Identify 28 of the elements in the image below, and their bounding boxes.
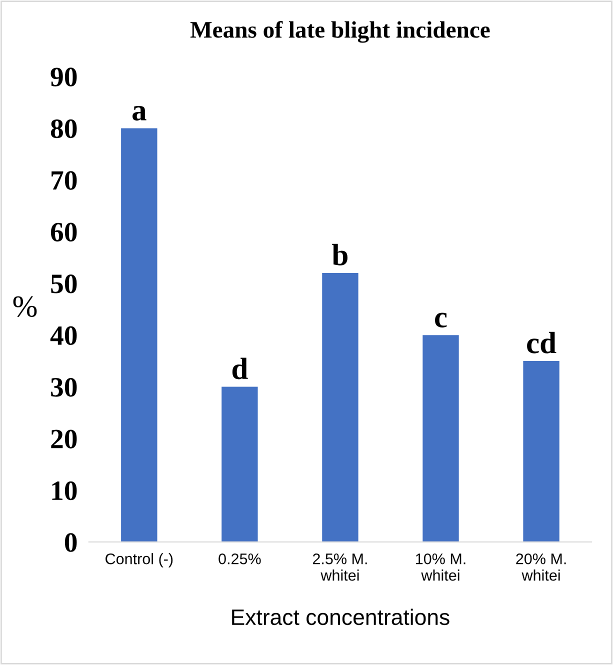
x-axis-title: Extract concentrations [232,608,450,626]
bar [222,386,258,542]
y-tick-label: 70 [52,171,77,190]
y-tick-label: 10 [52,481,77,500]
y-tick-label: 90 [50,68,77,86]
y-tick-label: 50 [51,274,77,294]
x-tick-label: 0.25% [218,553,261,564]
y-tick-label: 20 [51,430,77,448]
chart-title: Means of late blight incidence [190,20,490,43]
bar [523,360,560,542]
y-tick-label: 30 [51,378,77,397]
x-tick-label: 2.5% M. whitei [312,553,367,581]
annotation: cd [527,332,556,354]
bar [422,335,459,542]
bar [322,273,358,542]
x-tick-label: 20% M. whitei [516,553,566,581]
y-tick-label: 0 [64,533,77,552]
annotation: a [132,106,146,121]
annotation: b [332,244,348,266]
annotation: d [232,358,248,380]
y-tick-label: 60 [50,222,77,242]
annotation: c [435,312,447,328]
x-tick-label: Control (-) [106,553,173,568]
y-axis-title: % [13,296,37,317]
y-tick-label: 40 [50,326,77,345]
x-tick-label: 10% M. whitei [416,553,466,581]
y-tick-label: 80 [50,119,77,138]
bar [121,128,158,542]
